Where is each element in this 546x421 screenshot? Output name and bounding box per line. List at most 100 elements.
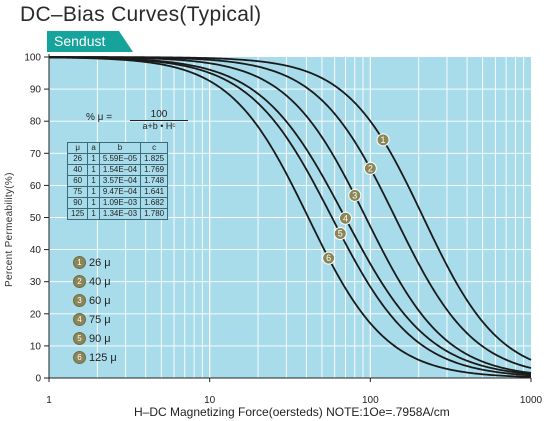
formula-fraction: 100 a+b • Hᶜ (130, 109, 188, 132)
table-header-cell: b (98, 142, 142, 154)
y-tick-label: 60 (30, 181, 42, 192)
table-cell: 5.59E–05 (98, 153, 142, 165)
table-cell: 1.54E–04 (98, 164, 142, 176)
y-tick-label: 30 (30, 277, 42, 288)
table-header-cell: μ (66, 142, 89, 154)
curve-marker: 3 (348, 188, 362, 202)
legend-label: 90 μ (89, 332, 111, 345)
curve-marker-circle (322, 251, 336, 265)
formula-lhs: % μ = (86, 112, 113, 123)
table-cell: 125 (66, 208, 89, 220)
curve-line (48, 56, 532, 378)
legend-label: 60 μ (89, 294, 111, 307)
legend: 1 26 μ 2 40 μ 3 60 μ 4 75 μ 5 90 μ 6 125 μ (73, 253, 117, 367)
curve-marker-label: 6 (326, 253, 331, 263)
curve-marker: 6 (322, 251, 336, 265)
table-cell: 1 (87, 208, 100, 220)
legend-label: 125 μ (89, 351, 117, 364)
table-cell: 1 (87, 197, 100, 209)
y-tick-label: 100 (24, 53, 41, 64)
curve-marker-circle (363, 161, 377, 175)
curve-line (48, 56, 532, 374)
y-tick-label: 10 (30, 341, 42, 352)
table-cell: 26 (66, 153, 89, 165)
curve-marker: 2 (363, 161, 377, 175)
table-cell: 1 (87, 164, 100, 176)
table-cell: 75 (66, 186, 89, 198)
table-cell: 9.47E–04 (98, 186, 142, 198)
table-cell: 3.57E–04 (98, 175, 142, 187)
table-cell: 1.34E–03 (98, 208, 142, 220)
legend-item: 6 125 μ (73, 348, 117, 367)
table-row: 60 1 3.57E–04 1.748 (66, 175, 169, 187)
formula: % μ = 100 a+b • Hᶜ (86, 109, 188, 131)
table-cell: 40 (66, 164, 89, 176)
coefficient-table-body: 26 1 5.59E–05 1.825 40 1 1.54E–04 1.769 60 1 3.57E… (66, 153, 169, 220)
y-tick-label: 20 (30, 309, 42, 320)
x-tick-label: 1000 (520, 395, 543, 406)
table-cell: 1.748 (140, 175, 169, 187)
y-tick-label: 40 (30, 245, 42, 256)
table-row: 40 1 1.54E–04 1.769 (66, 164, 169, 176)
curve-marker-label: 1 (381, 135, 386, 145)
x-tick-label: 10 (204, 395, 216, 406)
table-row: 75 1 9.47E–04 1.641 (66, 186, 169, 198)
legend-item: 5 90 μ (73, 329, 117, 348)
formula-numerator: 100 (130, 109, 188, 121)
table-row: 26 1 5.59E–05 1.825 (66, 153, 169, 165)
y-tick-label: 50 (30, 213, 42, 224)
y-tick-label: 90 (30, 85, 42, 96)
material-tag: Sendust (54, 33, 106, 49)
curve-marker-circle (376, 133, 390, 147)
y-tick-label: 0 (35, 374, 41, 385)
legend-item: 2 40 μ (73, 272, 117, 291)
curve-marker-circle (333, 226, 347, 240)
table-cell: 1.09E–03 (98, 197, 142, 209)
table-cell: 90 (66, 197, 89, 209)
table-cell: 1 (87, 153, 100, 165)
table-cell: 1.769 (140, 164, 169, 176)
curve-marker-label: 2 (368, 163, 373, 173)
table-header-cell: a (87, 142, 100, 154)
legend-label: 40 μ (89, 275, 111, 288)
y-axis-label: Percent Permeability(%) (4, 172, 15, 287)
table-header-cell: c (140, 142, 169, 154)
table-cell: 1 (87, 175, 100, 187)
table-cell: 1.780 (140, 208, 169, 220)
legend-label: 75 μ (89, 313, 111, 326)
curve-marker-circle (348, 188, 362, 202)
table-cell: 1.825 (140, 153, 169, 165)
legend-marker: 2 (73, 275, 86, 288)
legend-item: 4 75 μ (73, 310, 117, 329)
x-tick-label: 1 (46, 395, 52, 406)
legend-marker: 6 (73, 351, 86, 364)
legend-marker: 4 (73, 313, 86, 326)
curve-markers: 1 2 3 4 5 6 (322, 133, 390, 265)
y-tick-label: 70 (30, 149, 42, 160)
chart-title: DC–Bias Curves(Typical) (20, 3, 262, 26)
table-cell: 60 (66, 175, 89, 187)
legend-item: 1 26 μ (73, 253, 117, 272)
legend-label: 26 μ (89, 256, 111, 269)
legend-item: 3 60 μ (73, 291, 117, 310)
legend-marker: 3 (73, 294, 86, 307)
table-row: 90 1 1.09E–03 1.682 (66, 197, 169, 209)
material-tag-shape (47, 31, 133, 52)
table-cell: 1.682 (140, 197, 169, 209)
curve-marker-label: 3 (352, 190, 357, 200)
x-tick-label: 100 (362, 395, 379, 406)
table-row: 125 1 1.34E–03 1.780 (66, 208, 169, 220)
curve-marker: 4 (338, 211, 352, 225)
formula-denominator: a+b • Hᶜ (142, 121, 176, 131)
legend-marker: 5 (73, 332, 86, 345)
table-cell: 1.641 (140, 186, 169, 198)
curve-marker-label: 4 (343, 213, 348, 223)
curve-marker: 5 (333, 226, 347, 240)
curve-marker: 1 (376, 133, 390, 147)
grid-lines (49, 57, 531, 378)
table-cell: 1 (87, 186, 100, 198)
curve-marker-circle (338, 211, 352, 225)
curves (48, 56, 532, 378)
